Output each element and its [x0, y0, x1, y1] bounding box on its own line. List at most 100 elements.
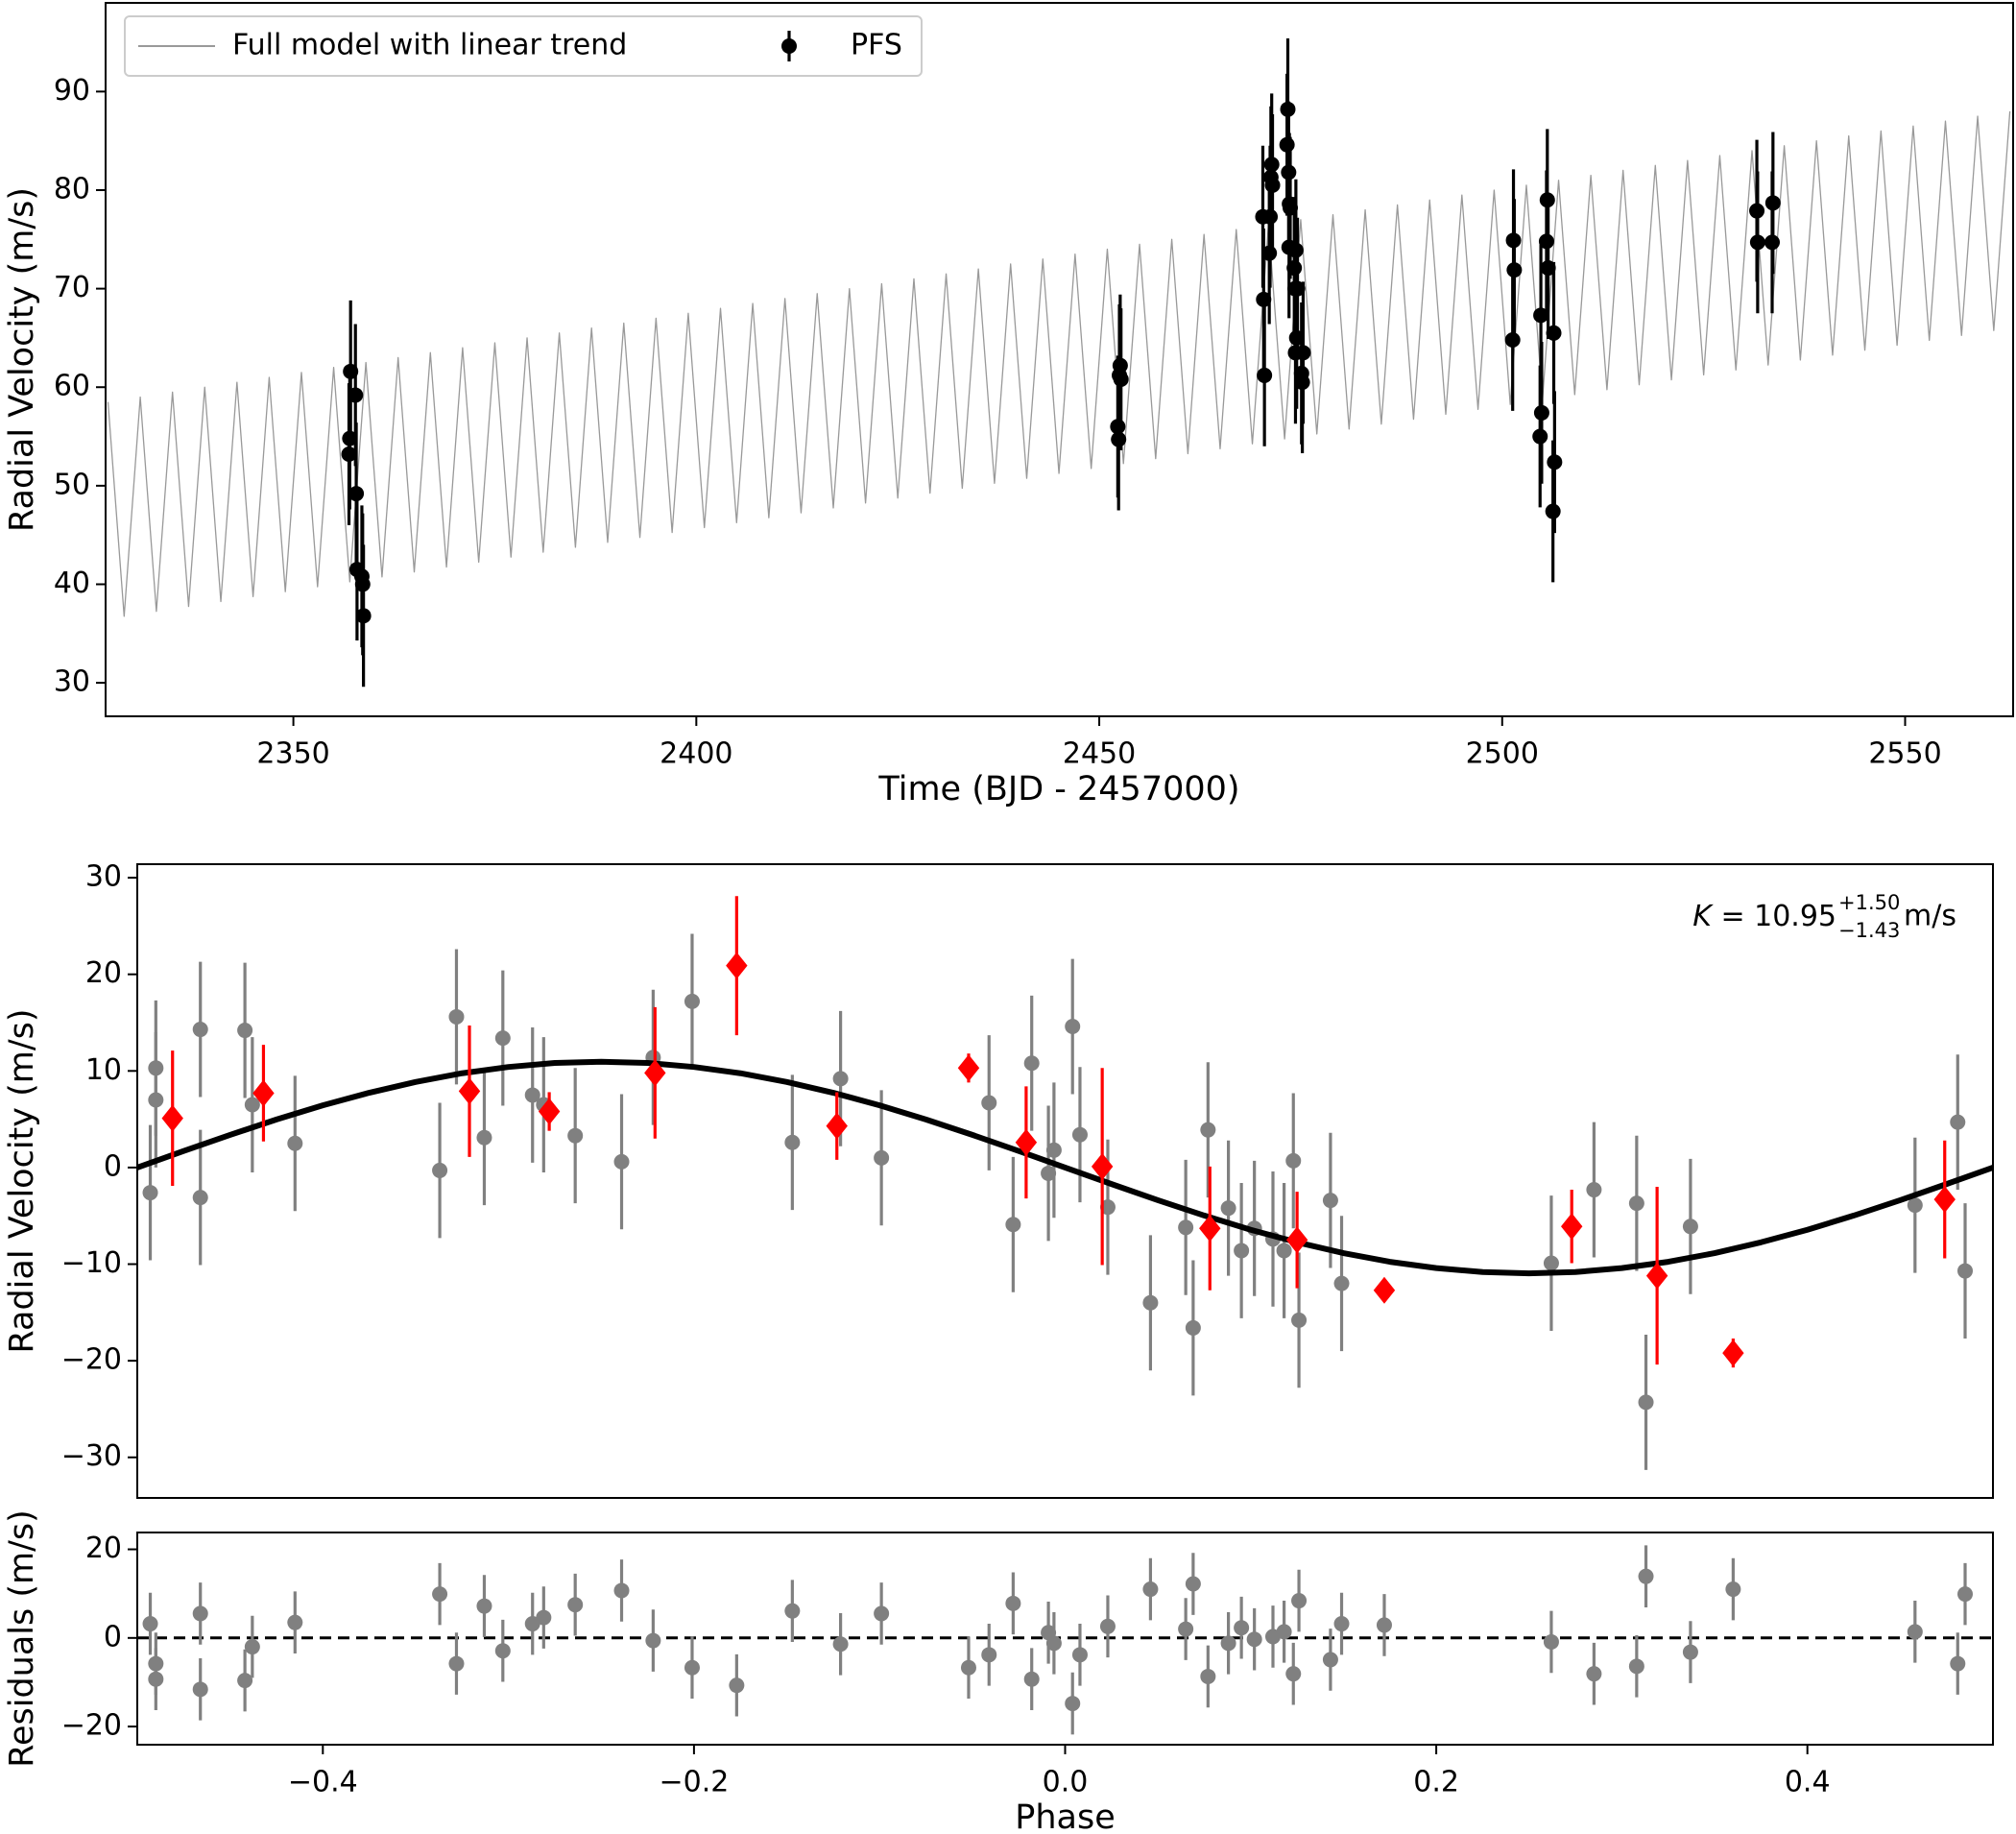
point-marker	[1543, 1633, 1559, 1650]
diamond-marker	[1015, 1128, 1038, 1156]
point-marker	[981, 1095, 997, 1111]
point-marker	[536, 1609, 552, 1626]
point-marker	[1185, 1319, 1201, 1336]
point-marker	[1041, 1165, 1057, 1181]
point-marker	[1504, 331, 1521, 348]
x-tick-label: 0.0	[1043, 1766, 1089, 1799]
point-marker	[1256, 291, 1272, 307]
point-marker	[348, 486, 365, 502]
legend-label: PFS	[851, 29, 902, 62]
diamond-marker	[1645, 1262, 1668, 1290]
point-marker	[148, 1092, 164, 1108]
axes-frame	[136, 1532, 1994, 1746]
point-marker	[1289, 280, 1306, 297]
point-marker	[1280, 101, 1296, 117]
axes-frame	[136, 863, 1994, 1499]
point-marker	[494, 1643, 511, 1659]
point-marker	[342, 430, 358, 446]
y-axis-label: Radial Velocity (m/s)	[3, 1008, 41, 1353]
point-marker	[1071, 1126, 1088, 1143]
point-marker	[1281, 164, 1297, 181]
point-marker	[1005, 1595, 1021, 1611]
point-marker	[1628, 1195, 1644, 1212]
point-marker	[684, 1659, 700, 1676]
point-marker	[1234, 1620, 1250, 1636]
point-marker	[1547, 454, 1563, 471]
point-marker	[1142, 1581, 1159, 1598]
x-tick-label: 2400	[660, 737, 732, 771]
point-marker	[1322, 1652, 1338, 1668]
point-marker	[1065, 1019, 1081, 1035]
diamond-marker	[826, 1112, 848, 1140]
point-marker	[432, 1586, 448, 1603]
y-tick-label: 0	[104, 1149, 122, 1183]
y-tick-label: −10	[61, 1246, 122, 1280]
x-tick-label: 2550	[1868, 737, 1941, 771]
point-marker	[1005, 1217, 1021, 1233]
y-tick-label: 90	[54, 74, 90, 108]
point-marker	[960, 1659, 976, 1676]
point-marker	[1246, 1631, 1262, 1648]
point-marker	[613, 1582, 630, 1599]
y-tick-label: 70	[54, 271, 90, 304]
point-marker	[1200, 1668, 1216, 1684]
point-marker	[448, 1655, 465, 1672]
point-marker	[494, 1030, 511, 1047]
model-line	[135, 1058, 1995, 1277]
point-marker	[142, 1616, 158, 1632]
point-marker	[1638, 1394, 1654, 1411]
point-marker	[1543, 1255, 1559, 1271]
point-marker	[567, 1597, 584, 1613]
point-marker	[1220, 1635, 1236, 1652]
diamond-marker	[538, 1098, 561, 1125]
point-marker	[1283, 200, 1299, 216]
point-marker	[874, 1605, 890, 1622]
point-marker	[432, 1162, 448, 1178]
point-marker	[1533, 404, 1549, 421]
diamond-marker	[1285, 1226, 1308, 1254]
x-tick-label: 0.2	[1413, 1766, 1459, 1799]
y-axis-label: Radial Velocity (m/s)	[3, 187, 41, 532]
legend-label: Full model with linear trend	[232, 29, 627, 62]
annotation: K = 10.95	[1692, 900, 1836, 933]
diamond-marker	[252, 1079, 275, 1107]
y-tick-label: −20	[61, 1709, 122, 1743]
point-marker	[237, 1023, 253, 1039]
diamond-marker	[726, 952, 748, 979]
point-marker	[684, 993, 700, 1009]
point-marker	[645, 1632, 661, 1649]
point-marker	[1950, 1655, 1966, 1672]
point-marker	[237, 1673, 253, 1689]
point-marker	[1586, 1182, 1602, 1198]
point-marker	[1276, 1243, 1292, 1259]
annotation-value: = 10.95	[1712, 900, 1836, 933]
point-marker	[1286, 260, 1303, 277]
point-marker	[1682, 1219, 1698, 1235]
point-marker	[148, 1671, 164, 1687]
point-marker	[1023, 1055, 1040, 1072]
point-marker	[476, 1129, 492, 1146]
point-marker	[1112, 357, 1128, 374]
diamond-marker	[161, 1104, 183, 1132]
point-marker	[1111, 431, 1127, 447]
x-tick-label: −0.4	[288, 1766, 358, 1799]
legend-box	[124, 15, 923, 77]
legend-marker	[781, 38, 797, 54]
point-marker	[1110, 419, 1126, 435]
y-tick-label: −20	[61, 1343, 122, 1377]
point-marker	[1322, 1193, 1338, 1209]
point-marker	[1764, 195, 1781, 211]
x-tick-label: 2450	[1063, 737, 1136, 771]
annotation-lower: −1.43	[1838, 919, 1900, 942]
point-marker	[1200, 1122, 1216, 1138]
point-marker	[1682, 1644, 1698, 1660]
point-marker	[1725, 1581, 1741, 1598]
y-tick-label: −30	[61, 1439, 122, 1473]
point-marker	[1545, 503, 1561, 519]
point-marker	[729, 1677, 745, 1694]
y-tick-label: 60	[54, 370, 90, 403]
point-marker	[874, 1149, 890, 1166]
point-marker	[784, 1134, 801, 1150]
point-marker	[784, 1603, 801, 1619]
